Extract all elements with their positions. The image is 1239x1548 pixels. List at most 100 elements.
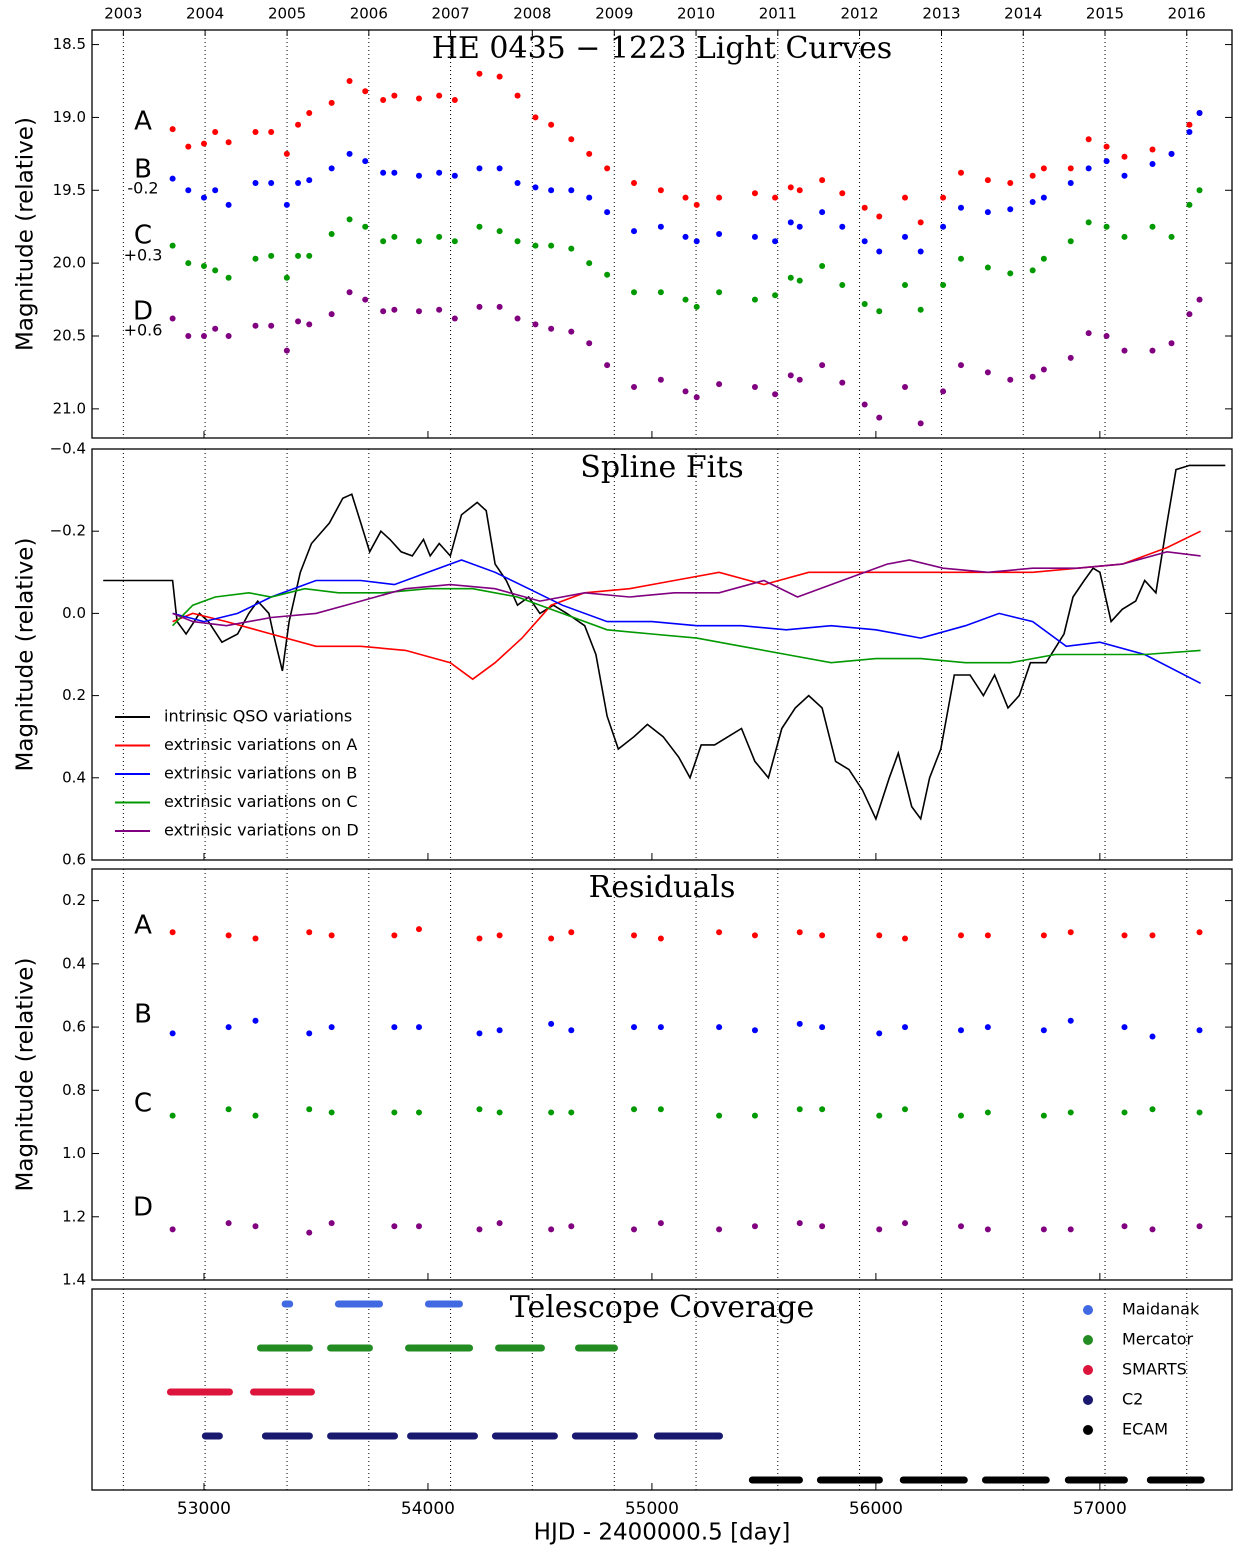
data-point (1040, 165, 1047, 172)
data-point (346, 150, 353, 157)
data-point (631, 180, 638, 186)
coverage-range (424, 1300, 463, 1308)
data-point (984, 209, 991, 216)
data-point (876, 932, 883, 939)
data-point (252, 255, 259, 262)
data-point (772, 238, 779, 245)
data-point (693, 238, 700, 245)
data-point (957, 169, 964, 176)
data-point (984, 932, 991, 939)
data-point (169, 126, 176, 133)
data-point (568, 136, 575, 143)
data-point (568, 1109, 575, 1116)
data-point (548, 187, 555, 194)
data-point (1029, 373, 1036, 380)
data-point (436, 92, 443, 99)
data-point (283, 274, 290, 281)
data-point (716, 381, 723, 388)
data-point (169, 242, 176, 249)
data-point (1040, 1027, 1047, 1034)
coverage-range (575, 1344, 618, 1352)
data-point (252, 1017, 259, 1024)
legend-label: C2 (1122, 1390, 1143, 1409)
data-point (957, 362, 964, 369)
series-label: D (133, 1193, 153, 1223)
series-line (172, 559, 1201, 685)
data-point (1029, 198, 1036, 205)
y-tick-label: 1.4 (62, 1271, 86, 1289)
data-point (436, 169, 443, 176)
data-point (328, 1220, 335, 1227)
coverage-range (201, 1432, 223, 1440)
data-point (476, 1030, 483, 1037)
data-point (984, 1109, 991, 1116)
data-point (1196, 110, 1203, 117)
data-point (586, 194, 593, 201)
legend-marker (1083, 1335, 1093, 1345)
data-point (532, 242, 539, 249)
data-point (548, 1109, 555, 1116)
series-line (172, 530, 1201, 681)
data-point (1103, 143, 1110, 150)
top-tick-label: 2010 (677, 5, 715, 23)
legend-label: intrinsic QSO variations (164, 707, 352, 726)
data-point (568, 187, 575, 194)
data-point (1029, 172, 1036, 179)
data-point (568, 929, 575, 936)
legend-label: Maidanak (1122, 1300, 1200, 1319)
series-label: A (134, 107, 152, 137)
data-point (1196, 1223, 1203, 1230)
data-point (796, 277, 803, 284)
y-tick-label: 0.6 (62, 851, 86, 869)
x-tick-label: 55000 (625, 1499, 679, 1519)
data-point (984, 264, 991, 271)
data-point (716, 231, 723, 237)
data-point (200, 194, 207, 201)
data-point (283, 150, 290, 157)
data-point (415, 1024, 422, 1031)
data-point (787, 184, 794, 191)
x-axis-label: HJD - 2400000.5 [day] (534, 1520, 791, 1546)
data-point (380, 169, 387, 176)
data-point (391, 1024, 398, 1031)
data-point (568, 1027, 575, 1034)
data-point (169, 1226, 176, 1233)
top-tick-label: 2012 (840, 5, 878, 23)
data-point (532, 321, 539, 328)
data-point (328, 231, 335, 237)
data-point (940, 282, 947, 288)
coverage-range (327, 1432, 399, 1440)
data-point (957, 1112, 964, 1119)
data-point (796, 929, 803, 936)
legend-label: extrinsic variations on D (164, 821, 359, 840)
legend-marker (1083, 1395, 1093, 1405)
data-point (1149, 1106, 1156, 1113)
data-point (212, 129, 219, 135)
data-point (876, 213, 883, 220)
data-point (306, 1106, 313, 1113)
data-point (693, 303, 700, 310)
data-point (787, 219, 794, 226)
data-point (252, 1223, 259, 1230)
y-tick-label: 18.5 (53, 35, 86, 53)
data-point (362, 158, 369, 165)
legend-marker (1083, 1305, 1093, 1315)
data-point (169, 1030, 176, 1037)
data-point (1121, 172, 1128, 179)
coverage-range (261, 1432, 313, 1440)
data-point (514, 180, 521, 186)
data-point (957, 1223, 964, 1230)
data-point (819, 362, 826, 369)
data-point (819, 1024, 826, 1031)
data-point (200, 333, 207, 339)
data-point (225, 201, 232, 208)
legend-label: extrinsic variations on C (164, 792, 358, 811)
data-point (1196, 1027, 1203, 1034)
data-point (476, 1226, 483, 1233)
panel-frame (91, 868, 1233, 1281)
data-point (1085, 219, 1092, 226)
data-point (796, 223, 803, 230)
data-point (169, 175, 176, 182)
data-point (306, 252, 313, 259)
data-point (682, 388, 689, 395)
